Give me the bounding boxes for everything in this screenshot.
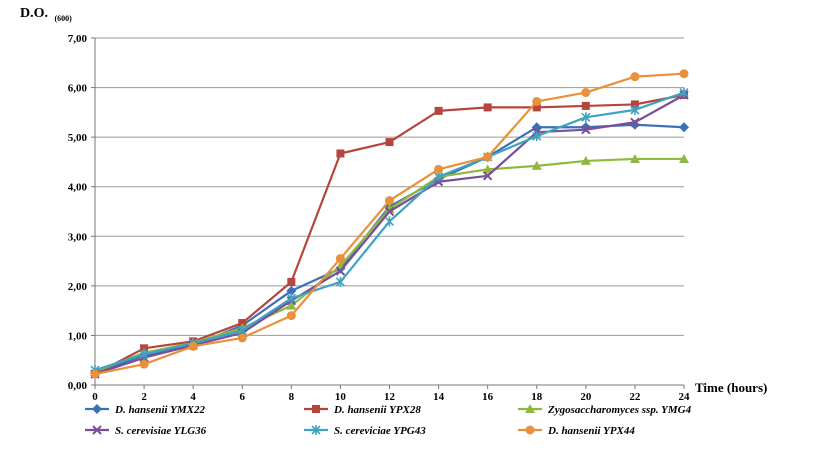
data-point [679,122,689,133]
y-tick-label: 1,00 [68,330,88,342]
data-point [286,293,296,304]
legend-marker [311,425,321,435]
legend-marker [92,404,102,414]
data-point [581,112,591,123]
data-point [336,149,345,158]
data-point [580,122,591,133]
x-axis-label: Time (hours) [695,380,767,395]
data-point [532,131,542,142]
data-point [679,69,689,79]
data-point [286,300,297,310]
series-lines [90,69,689,379]
data-point [581,88,591,98]
series-6 [90,69,689,379]
legend-label: D. hansenii YPX28 [333,404,421,416]
data-point [630,100,639,109]
data-point [482,164,493,174]
data-point [531,122,542,133]
data-point [385,138,394,147]
y-tick-label: 4,00 [68,182,88,194]
x-tick-label: 20 [580,391,592,403]
legend-label: Zygosaccharomyces ssp. YMG4 [547,404,692,416]
data-point [630,72,640,82]
data-point [532,103,541,112]
data-point [237,333,247,343]
x-tick-label: 6 [240,391,246,403]
data-point [384,206,395,217]
y-tick-label: 6,00 [68,83,88,95]
legend-entry: D. hansenii YPX44 [518,425,635,437]
legend-label: D. hansenii YMX22 [114,404,205,416]
legend: D. hansenii YMX22 D. hansenii YPX28 Zygosa… [85,404,692,437]
legend-entry: S. cereviciae YPG43 [304,425,426,437]
y-tick-label: 7,00 [68,33,88,45]
gridlines [91,37,685,389]
x-tick-label: 18 [531,391,543,403]
y-axis-label: D.O. (600) [20,6,72,23]
x-tick-label: 4 [190,391,196,403]
x-tick-label: 24 [679,391,691,403]
y-tick-label: 0,00 [68,380,88,392]
x-tick-label: 14 [433,391,445,403]
y-tick-labels: 0,00 1,00 2,00 3,00 4,00 5,00 6,00 7,00 [68,33,88,392]
data-point [434,106,443,115]
data-point [287,277,296,286]
legend-marker [312,405,320,413]
legend-label: S. cereviciae YPG43 [334,425,426,437]
data-point [335,254,345,264]
x-tick-labels: 0 2 4 6 8 10 12 14 16 18 20 22 24 [92,391,690,403]
axes [94,38,684,386]
legend-marker [92,425,102,435]
data-point [139,359,149,369]
data-point [531,160,542,170]
x-tick-label: 16 [482,391,494,403]
y-tick-label: 2,00 [68,281,88,293]
data-point [679,87,689,98]
series-line [94,157,684,373]
y-tick-label: 3,00 [68,231,88,243]
data-point [286,311,296,321]
legend-entry: Zygosaccharomyces ssp. YMG4 [518,404,692,416]
x-tick-label: 22 [629,391,641,403]
x-tick-label: 8 [289,391,295,403]
data-point [335,276,345,287]
data-point [483,103,492,112]
legend-entry: D. hansenii YPX28 [304,404,421,416]
data-point [286,285,297,296]
data-point [434,164,444,174]
data-point [385,196,394,206]
data-point [580,155,591,165]
legend-marker [525,425,535,435]
x-tick-label: 10 [335,391,347,403]
x-tick-label: 2 [141,391,147,403]
series-5 [90,87,689,376]
legend-label: S. cerevisiae YLG36 [115,425,207,437]
data-point [335,266,346,276]
data-point [139,349,149,360]
y-axis-label-main: D.O. [20,6,48,21]
series-line [94,91,685,372]
legend-entry: D. hansenii YMX22 [85,404,205,416]
data-point [581,124,591,135]
data-point [629,153,640,163]
data-point [532,96,542,106]
y-axis-label-subscript: (600) [55,14,73,23]
x-tick-label: 0 [92,391,98,403]
data-point [482,171,493,181]
x-tick-label: 12 [384,391,396,403]
legend-marker [525,404,535,413]
series-1 [90,119,689,378]
legend-entry: S. cerevisiae YLG36 [85,425,207,437]
data-point [630,117,640,127]
data-point [483,152,493,162]
y-tick-label: 5,00 [68,132,88,144]
data-point [188,341,198,351]
data-point [581,101,590,110]
data-point [679,153,689,163]
data-point [384,216,395,227]
data-point [90,369,100,379]
data-point [630,104,640,115]
legend-label: D. hansenii YPX44 [547,425,635,437]
